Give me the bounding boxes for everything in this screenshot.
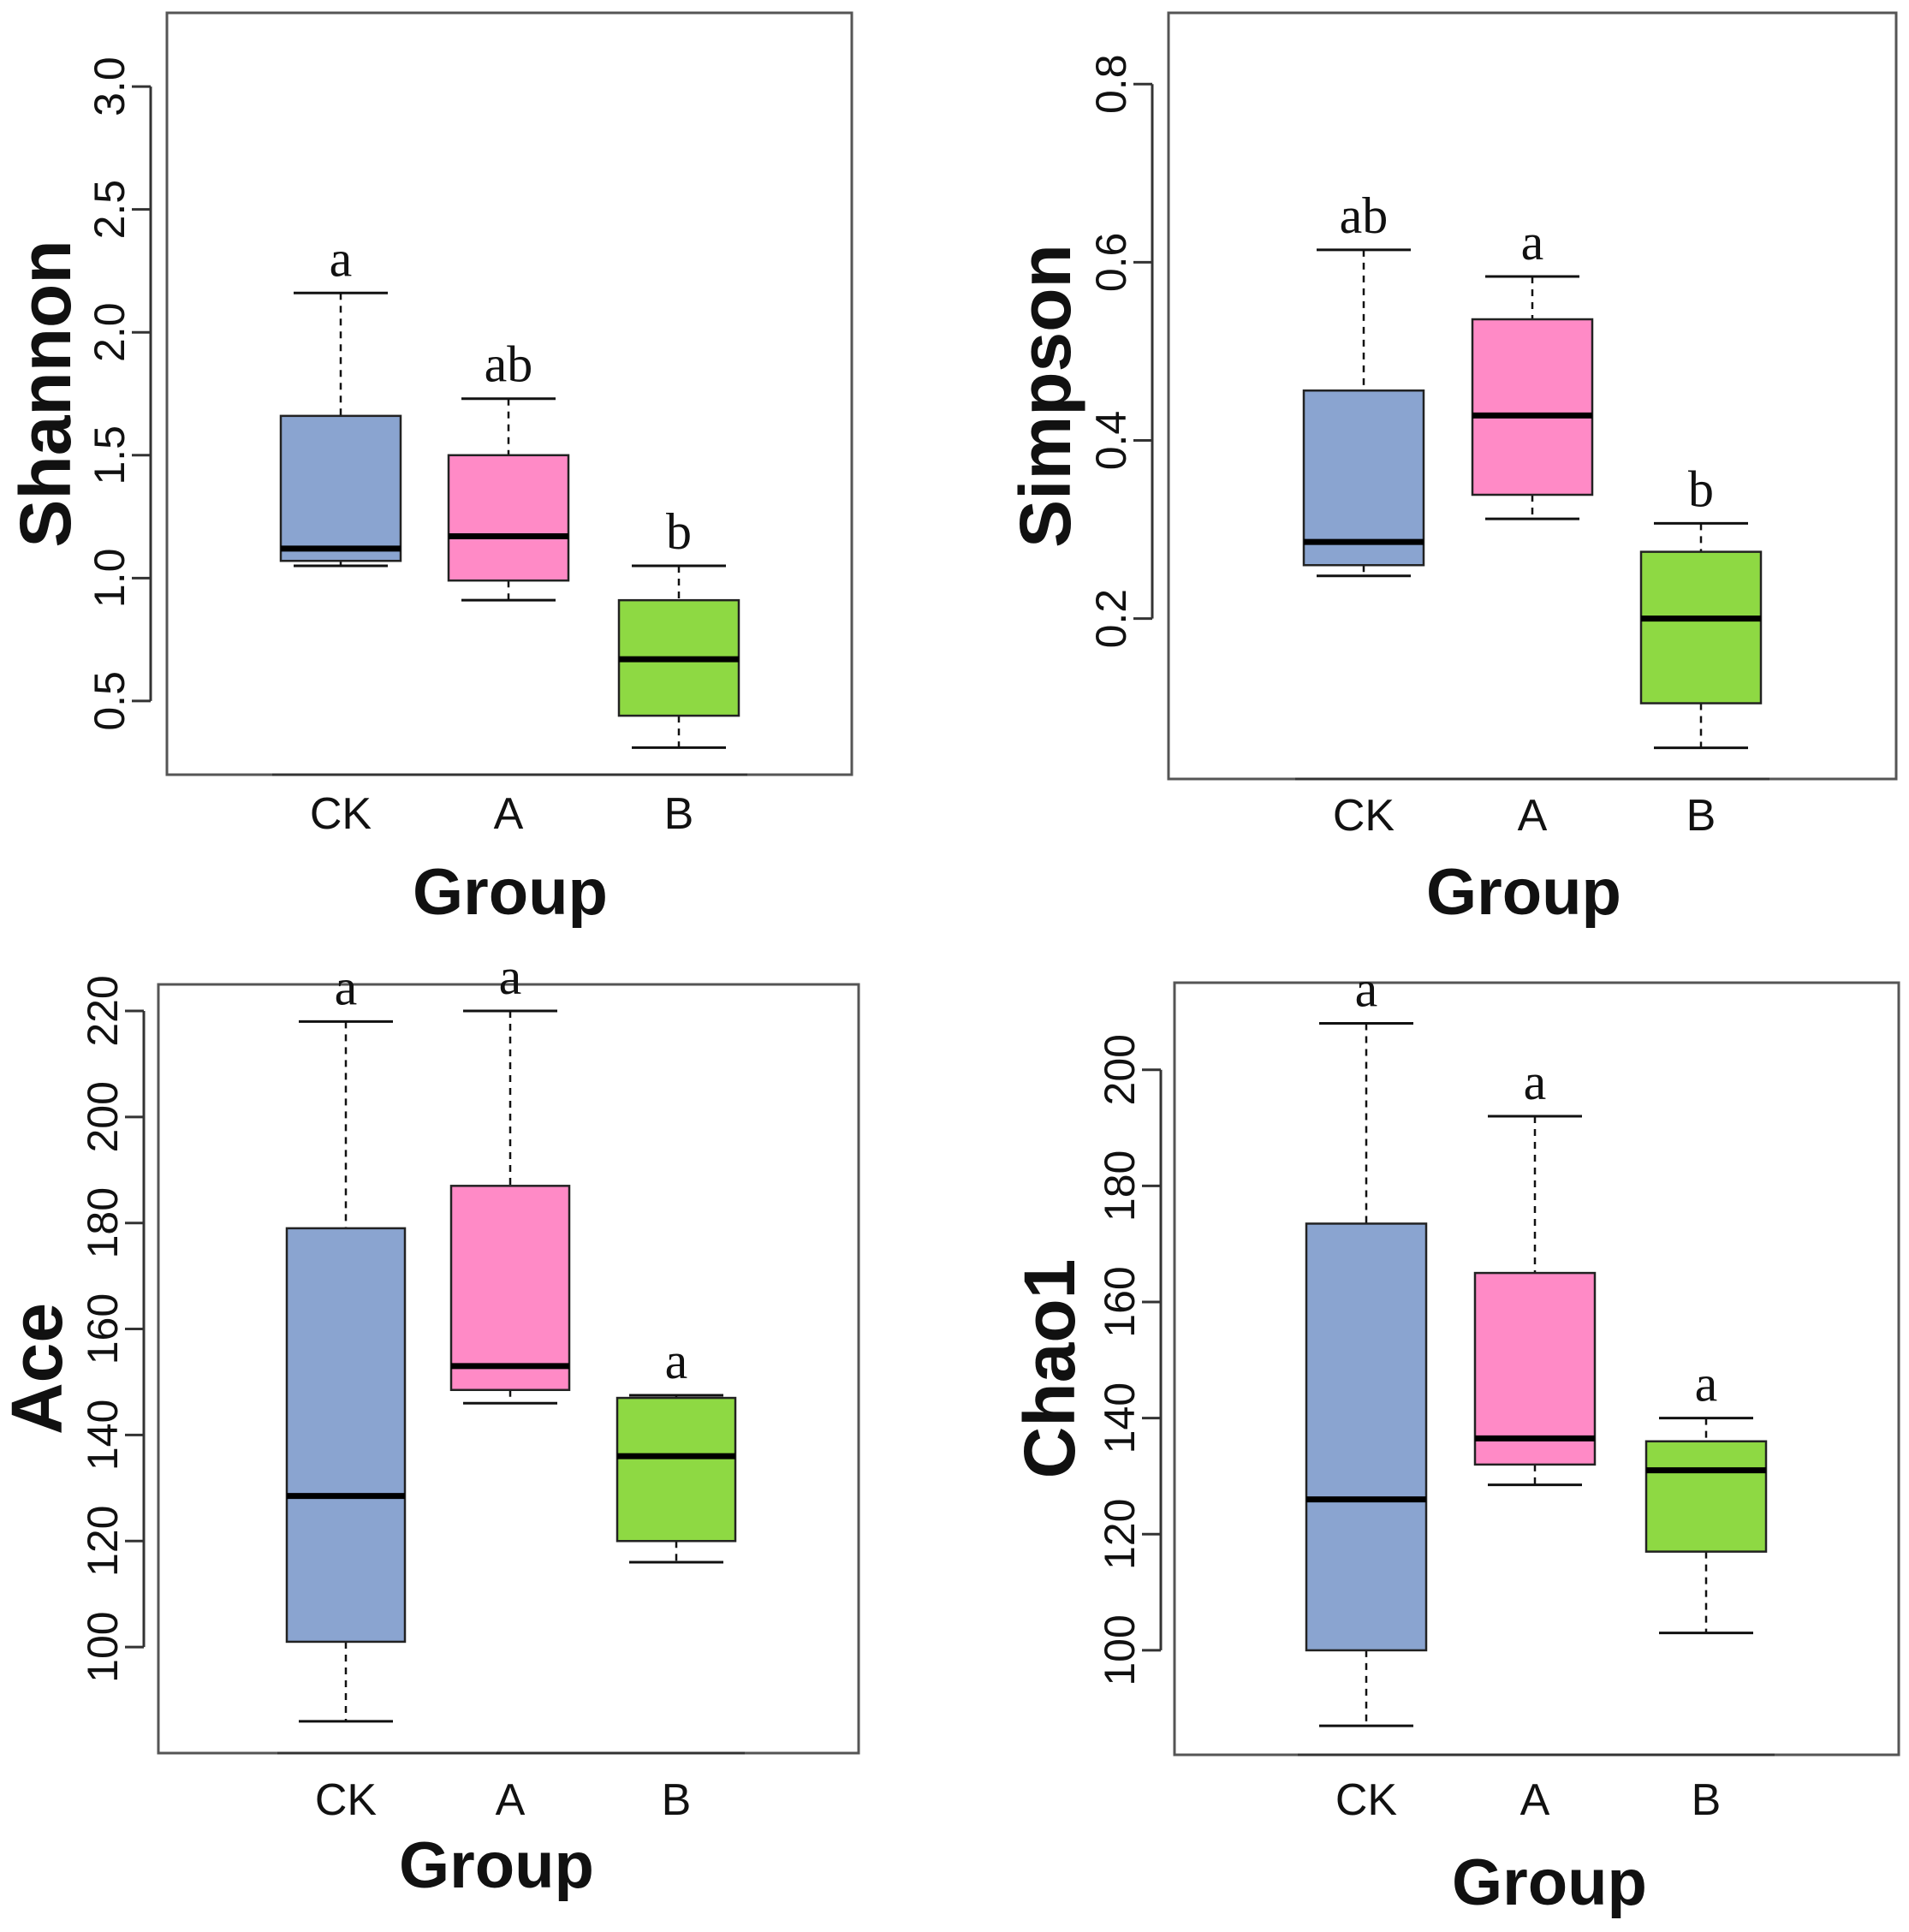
ace-category-label-a: A [496,1775,526,1825]
chao1-y-tick-label: 200 [1096,1034,1144,1105]
simpson-category-label-ck: CK [1333,791,1395,841]
shannon-box-a [447,454,570,582]
shannon-y-tick-label: 1.0 [86,549,134,609]
simpson-y-tick-label: 0.4 [1087,411,1135,471]
chao1-significance-label-ck: a [1355,960,1378,1017]
shannon-category-label-ck: CK [310,789,372,839]
ace-y-tick-label: 200 [79,1081,127,1152]
shannon-category-label-a: A [494,789,524,839]
chao1-box-ck [1305,1222,1428,1652]
chao1-category-label-a: A [1520,1775,1550,1825]
simpson-significance-label-a: a [1521,214,1544,270]
chao1-y-title: Chao1 [1009,1259,1090,1479]
ace-x-title: Group [399,1829,594,1902]
simpson-box-ck [1302,389,1425,567]
panel-shannon: 0.5 1.0 1.5 2.0 2.5 3.0 Shannon Group CK a Aab Bb [5,11,853,929]
simpson-box-a [1471,318,1594,496]
ace-y-tick-label: 120 [79,1506,127,1577]
shannon-plot-frame [165,11,853,776]
chao1-significance-label-a: a [1524,1054,1547,1110]
shannon-category-label-b: B [664,789,694,839]
simpson-y-tick-label: 0.8 [1087,54,1135,114]
ace-category-label-b: B [662,1775,692,1825]
simpson-significance-label-b: b [1688,461,1714,517]
ace-y-tick-label: 180 [79,1187,127,1258]
chao1-significance-label-b: a [1695,1356,1718,1412]
shannon-y-tick-label: 0.5 [86,671,134,731]
ace-y-tick-label: 160 [79,1293,127,1364]
chao1-x-title: Group [1452,1846,1647,1919]
chao1-y-tick-label: 120 [1096,1499,1144,1570]
ace-box-ck [285,1227,407,1644]
chao1-category-label-b: B [1692,1775,1722,1825]
ace-significance-label-ck: a [335,959,358,1015]
shannon-y-tick-label: 2.0 [86,302,134,362]
ace-category-label-ck: CK [315,1775,378,1825]
shannon-significance-label-ck: a [330,230,353,287]
simpson-significance-label-ck: ab [1340,187,1389,244]
shannon-y-title: Shannon [5,240,86,547]
ace-box-b [616,1396,737,1543]
simpson-x-title: Group [1426,856,1621,929]
panel-chao1: 100 120 140 160 180 200 Chao1 Group CK a Aa Ba [1009,960,1900,1919]
ace-significance-label-a: a [499,948,522,1005]
chao1-y-tick-label: 100 [1096,1614,1144,1685]
chao1-box-a [1473,1271,1597,1466]
ace-box-a [449,1185,571,1392]
simpson-category-label-b: B [1686,791,1716,841]
shannon-y-tick-label: 2.5 [86,180,134,240]
shannon-y-tick-label: 1.5 [86,425,134,485]
ace-y-tick-label: 100 [79,1611,127,1682]
panel-simpson: 0.2 0.4 0.6 0.8 Simpson Group CK ab Aa Bb [1005,11,1898,929]
ace-y-title: Ace [0,1303,77,1435]
ace-significance-label-b: a [665,1333,688,1389]
simpson-y-tick-label: 0.2 [1087,589,1135,649]
chao1-y-tick-label: 160 [1096,1266,1144,1337]
panel-ace: 100 120 140 160 180 200 220 Ace Group CK a Aa Ba [0,948,860,1902]
simpson-y-tick-label: 0.6 [1087,233,1135,293]
shannon-significance-label-b: b [666,503,692,560]
chao1-y-tick-label: 140 [1096,1382,1144,1453]
shannon-y-tick-label: 3.0 [86,56,134,116]
shannon-x-title: Group [413,856,608,929]
chao1-category-label-ck: CK [1335,1775,1398,1825]
simpson-category-label-a: A [1518,791,1548,841]
shannon-significance-label-a: ab [485,336,533,393]
chao1-y-tick-label: 180 [1096,1150,1144,1222]
shannon-box-ck [279,414,402,562]
ace-y-tick-label: 140 [79,1400,127,1471]
chao1-box-b [1644,1440,1768,1553]
ace-y-tick-label: 220 [79,975,127,1046]
simpson-box-b [1639,550,1763,704]
simpson-y-title: Simpson [1005,244,1085,548]
